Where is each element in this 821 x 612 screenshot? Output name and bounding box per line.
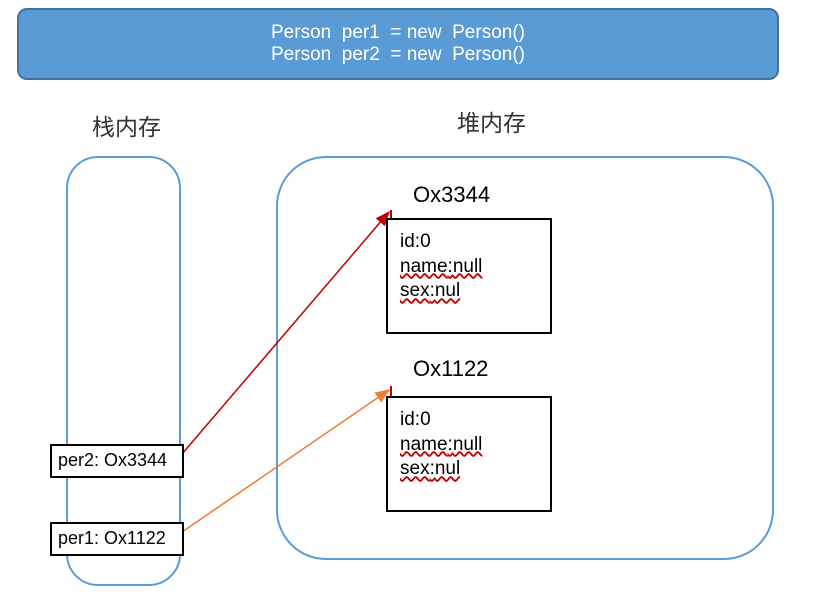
heap-prop: sex:nul xyxy=(400,279,538,304)
heap-prop: id:0 xyxy=(400,230,538,255)
stack-cell-label: per1: Ox1122 xyxy=(58,528,166,548)
stack-cell-label: per2: Ox3344 xyxy=(58,450,167,470)
heap-prop: id:0 xyxy=(400,408,538,433)
stack-memory-title: 栈内存 xyxy=(92,108,161,142)
heap-object-2: id:0 name:null sex:nul xyxy=(386,396,552,512)
stack-cell-per2: per2: Ox3344 xyxy=(50,444,184,478)
heap-prop: name:null xyxy=(400,433,538,458)
heap-prop: name:null xyxy=(400,255,538,280)
heap-address-2: Ox1122 xyxy=(413,356,488,382)
heap-address-1: Ox3344 xyxy=(413,182,490,208)
header-line-2: Person per2 = new Person() xyxy=(271,44,525,66)
heap-object-1: id:0 name:null sex:nul xyxy=(386,218,552,334)
code-header: Person per1 = new Person() Person per2 =… xyxy=(17,8,779,80)
heap-prop: sex:nul xyxy=(400,457,538,482)
stack-cell-per1: per1: Ox1122 xyxy=(50,522,184,556)
heap-memory-title: 堆内存 xyxy=(457,104,526,138)
header-line-1: Person per1 = new Person() xyxy=(271,22,525,44)
